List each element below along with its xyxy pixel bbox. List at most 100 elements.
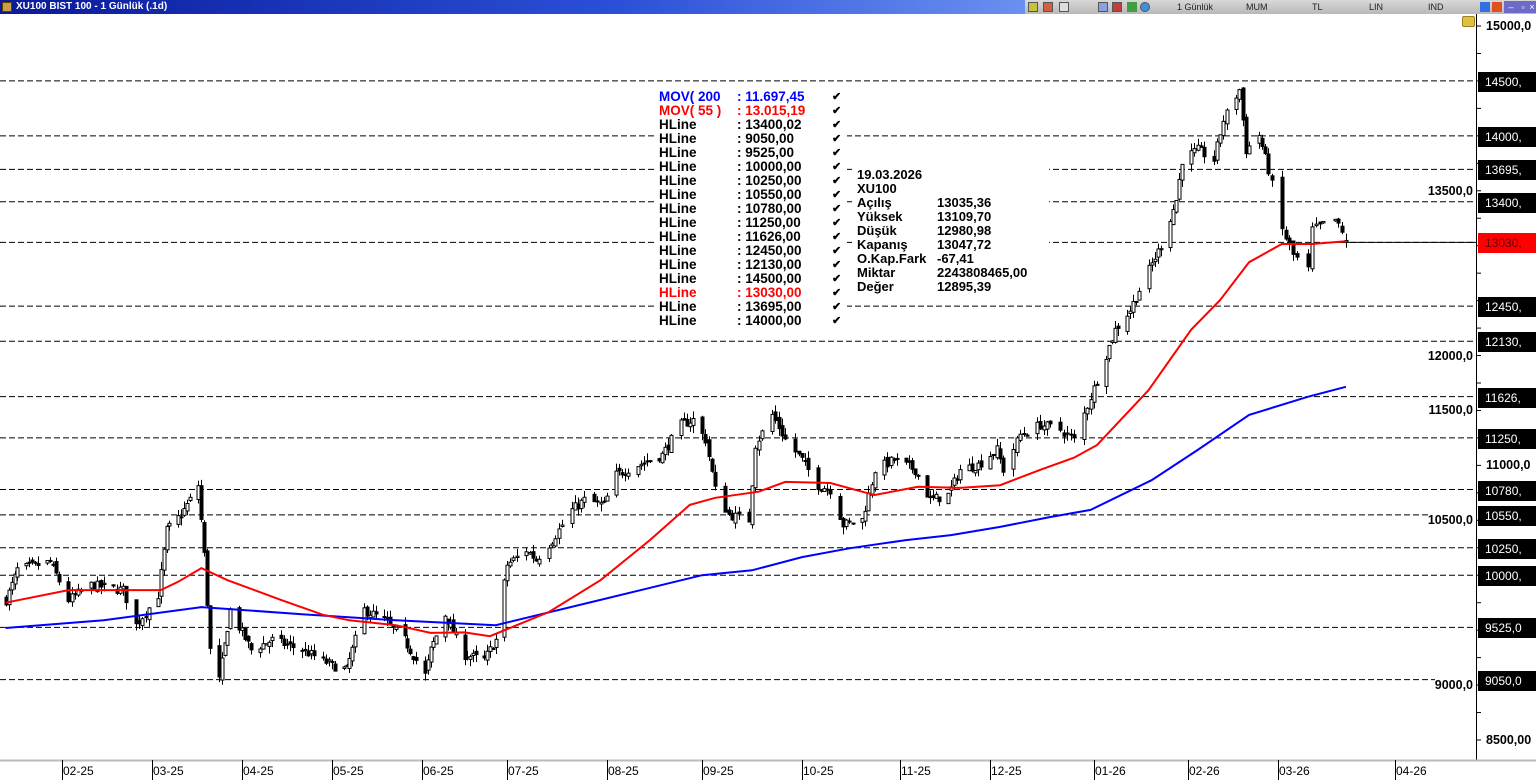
candle-up [1104, 358, 1109, 387]
toolbar-icon-3[interactable] [1059, 2, 1069, 12]
check-icon[interactable]: ✔ [832, 301, 842, 313]
check-icon[interactable]: ✔ [832, 273, 842, 285]
candle-up [167, 522, 172, 527]
legend-row[interactable]: MOV( 200: 11.697,45 ✔ [655, 90, 847, 104]
check-icon[interactable]: ✔ [832, 105, 842, 117]
check-icon[interactable]: ✔ [832, 91, 842, 103]
info-key: Değer [857, 279, 894, 294]
candle-up [691, 417, 696, 426]
month-label: 11-25 [901, 764, 931, 778]
toolbar-chart-icon[interactable] [1112, 2, 1122, 12]
candle-up [220, 657, 225, 681]
candle-down [1048, 420, 1053, 425]
legend-row[interactable]: HLine: 11250,00 ✔ [655, 216, 847, 230]
info-value: 12980,98 [937, 223, 992, 238]
arrow-icon[interactable] [1480, 2, 1490, 12]
candle-up [1065, 432, 1070, 435]
candle-down [374, 611, 379, 615]
hline-price-label: 10780, [1478, 480, 1536, 501]
candle-up [1218, 134, 1223, 144]
legend-row[interactable]: HLine: 14500,00 ✔ [655, 272, 847, 286]
month-label: 04-26 [1396, 764, 1427, 778]
tools-icon[interactable] [1492, 2, 1502, 12]
candle-down [134, 599, 139, 625]
toolbar-grid-icon[interactable] [1098, 2, 1108, 12]
candle-up [663, 446, 668, 456]
move-icon[interactable] [1140, 2, 1150, 12]
check-icon[interactable]: ✔ [832, 203, 842, 215]
check-icon[interactable]: ✔ [832, 259, 842, 271]
candle-down [620, 472, 625, 476]
legend-row[interactable]: HLine: 11626,00 ✔ [655, 230, 847, 244]
candle-up [1150, 262, 1155, 266]
check-icon[interactable]: ✔ [832, 287, 842, 299]
candle-down [970, 463, 975, 472]
month-label: 07-25 [508, 764, 539, 778]
candle-up [258, 648, 263, 654]
candle-up [733, 512, 738, 524]
period-selector[interactable]: 1 Günlük [1177, 2, 1214, 12]
legend-row[interactable]: HLine: 9050,00 ✔ [655, 132, 847, 146]
legend-row[interactable]: MOV( 55 ): 13.015,19 ✔ [655, 104, 847, 118]
legend-row[interactable]: HLine: 13030,00 ✔ [655, 286, 847, 300]
candle-up [1321, 220, 1326, 224]
month-label: 02-25 [63, 764, 94, 778]
chart-type-selector[interactable]: MUM [1246, 2, 1268, 12]
legend-row[interactable]: HLine: 13695,00 ✔ [655, 300, 847, 314]
window-title: XU100 BIST 100 - 1 Günlük (.1d) [16, 1, 168, 12]
legend-row[interactable]: HLine: 10000,00 ✔ [655, 160, 847, 174]
minimize-button[interactable]: – [1504, 1, 1518, 13]
check-icon[interactable]: ✔ [832, 189, 842, 201]
legend-row[interactable]: HLine: 10250,00 ✔ [655, 174, 847, 188]
toolbar-icon-1[interactable] [1028, 2, 1038, 12]
candle-up [1113, 327, 1118, 343]
candle-up [303, 648, 308, 651]
candle-up [1189, 150, 1194, 165]
check-icon[interactable]: ✔ [832, 161, 842, 173]
candle-down [777, 416, 782, 430]
close-button[interactable]: × [1528, 1, 1536, 13]
candle-up [760, 430, 765, 440]
check-icon[interactable]: ✔ [832, 217, 842, 229]
legend-row[interactable]: HLine: 12130,00 ✔ [655, 258, 847, 272]
legend-row[interactable]: HLine: 9525,00 ✔ [655, 146, 847, 160]
candle-up [267, 641, 272, 647]
candle-down [408, 648, 413, 655]
legend-value: : 10250,00 [737, 173, 802, 188]
legend-row[interactable]: HLine: 12450,00 ✔ [655, 244, 847, 258]
legend-name: HLine [659, 313, 697, 328]
restore-button[interactable]: ▫ [1516, 1, 1530, 13]
scale-selector[interactable]: LIN [1369, 2, 1384, 12]
legend-row[interactable]: HLine: 10550,00 ✔ [655, 188, 847, 202]
bookmark-icon[interactable] [1462, 16, 1475, 27]
check-icon[interactable]: ✔ [832, 315, 842, 327]
candle-up [176, 515, 181, 525]
price-chart[interactable] [0, 14, 1536, 782]
check-icon[interactable]: ✔ [832, 231, 842, 243]
check-icon[interactable]: ✔ [832, 175, 842, 187]
price-tick-label: 12000,0 [1427, 347, 1473, 364]
candle-up [582, 496, 587, 503]
candle-up [70, 593, 75, 603]
legend-row[interactable]: HLine: 14000,00 ✔ [655, 314, 847, 328]
check-icon[interactable]: ✔ [832, 245, 842, 257]
candle-up [750, 485, 755, 526]
candle-down [707, 439, 712, 458]
toolbar-icon-2[interactable] [1043, 2, 1053, 12]
check-icon[interactable]: ✔ [832, 147, 842, 159]
candle-down [237, 607, 242, 631]
check-icon[interactable]: ✔ [832, 133, 842, 145]
check-icon[interactable]: ✔ [832, 119, 842, 131]
candle-down [710, 458, 715, 472]
price-tick-label: 10500,0 [1427, 512, 1473, 529]
candle-up [557, 528, 562, 539]
candle-down [648, 460, 653, 463]
legend-value: : 9525,00 [737, 145, 795, 160]
legend-row[interactable]: HLine: 10780,00 ✔ [655, 202, 847, 216]
candle-up [485, 650, 490, 661]
indicator-selector[interactable]: IND [1428, 2, 1444, 12]
currency-selector[interactable]: TL [1312, 2, 1323, 12]
candle-up [1011, 449, 1016, 470]
pencil-icon[interactable] [1127, 2, 1137, 12]
legend-row[interactable]: HLine: 13400,02 ✔ [655, 118, 847, 132]
